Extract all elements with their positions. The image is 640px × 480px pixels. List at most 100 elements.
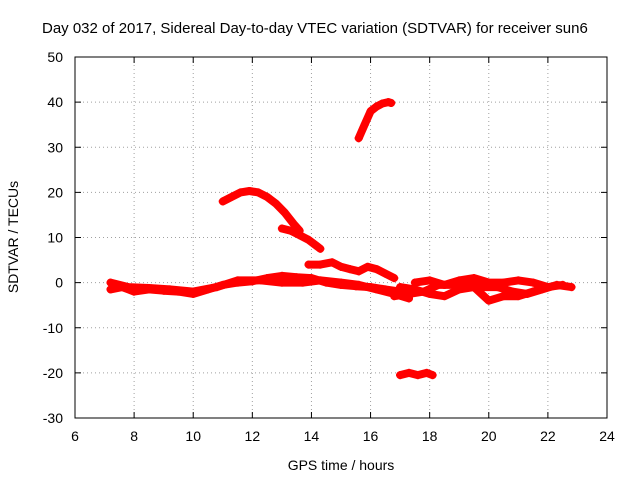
- y-tick-label: 0: [55, 275, 63, 291]
- y-tick-label: 50: [47, 49, 63, 65]
- data-point: [354, 280, 363, 289]
- data-point: [440, 292, 449, 301]
- data-point: [567, 283, 576, 292]
- x-tick-label: 20: [481, 428, 497, 444]
- data-point: [212, 283, 221, 292]
- y-tick-label: 20: [47, 184, 63, 200]
- data-point: [165, 285, 174, 294]
- data-point: [378, 99, 387, 108]
- data-point: [304, 235, 313, 244]
- data-point: [286, 226, 295, 235]
- data-point: [354, 267, 363, 276]
- data-point: [514, 276, 523, 285]
- data-point: [387, 99, 396, 108]
- x-tick-label: 10: [185, 428, 201, 444]
- data-point: [425, 276, 434, 285]
- data-point: [470, 274, 478, 283]
- grid-layer: [75, 57, 607, 418]
- data-point: [298, 278, 307, 287]
- data-point: [440, 280, 449, 289]
- data-point: [499, 292, 508, 301]
- data-point: [543, 283, 552, 292]
- y-tick-label: -30: [43, 410, 63, 426]
- y-tick-label: -10: [43, 320, 63, 336]
- data-point: [390, 274, 399, 283]
- y-tick-label: -20: [43, 365, 63, 381]
- data-point: [295, 231, 304, 240]
- data-point: [245, 187, 254, 196]
- x-tick-label: 16: [363, 428, 379, 444]
- data-point: [316, 260, 325, 269]
- data-point: [106, 278, 115, 287]
- data-point: [277, 224, 286, 233]
- x-tick-label: 24: [599, 428, 615, 444]
- y-tick-label: 40: [47, 94, 63, 110]
- chart-title: Day 032 of 2017, Sidereal Day-to-day VTE…: [42, 20, 588, 37]
- data-point: [218, 197, 227, 206]
- data-point: [280, 208, 289, 217]
- series-arc-peak: [218, 187, 304, 235]
- data-point: [263, 192, 272, 201]
- data-point: [514, 292, 523, 301]
- data-point: [337, 278, 345, 287]
- data-point: [410, 278, 419, 287]
- data-point: [144, 284, 153, 293]
- data-point: [422, 368, 431, 377]
- data-point: [396, 371, 405, 380]
- data-point: [233, 276, 242, 285]
- x-tick-label: 14: [304, 428, 320, 444]
- data-point: [529, 287, 538, 296]
- y-axis-label: SDTVAR / TECUs: [5, 181, 21, 293]
- data-point: [328, 258, 337, 267]
- data-point: [381, 269, 390, 278]
- data-point: [124, 283, 133, 292]
- data-point: [277, 271, 286, 280]
- data-point: [345, 265, 354, 274]
- data-point: [289, 219, 298, 228]
- data-point: [316, 244, 325, 253]
- data-point: [470, 283, 478, 292]
- data-point: [254, 188, 263, 197]
- data-point: [484, 296, 493, 305]
- y-tick-label: 30: [47, 139, 63, 155]
- data-point: [404, 368, 413, 377]
- data-point: [277, 278, 286, 287]
- data-point: [413, 371, 422, 380]
- y-tick-label: 10: [47, 230, 63, 246]
- data-point: [396, 283, 405, 292]
- x-axis-label: GPS time / hours: [288, 457, 395, 473]
- data-point: [425, 289, 434, 298]
- data-point: [455, 285, 464, 294]
- data-point: [499, 278, 508, 287]
- data-point: [484, 278, 493, 287]
- data-point: [558, 280, 567, 289]
- x-tick-label: 22: [540, 428, 556, 444]
- data-point: [410, 285, 419, 294]
- data-point: [236, 188, 245, 197]
- x-tick-label: 18: [422, 428, 438, 444]
- data-point: [428, 371, 437, 380]
- data-point: [189, 287, 198, 296]
- data-point: [271, 199, 280, 208]
- data-point: [257, 276, 266, 285]
- data-point: [372, 102, 381, 111]
- data-point: [390, 292, 399, 301]
- x-tick-label: 8: [130, 428, 138, 444]
- data-point: [227, 192, 236, 201]
- data-point: [366, 107, 375, 116]
- data-point: [354, 134, 363, 143]
- data-point: [455, 276, 464, 285]
- series-baseline-b: [106, 276, 413, 303]
- data-point: [337, 262, 345, 271]
- data-point: [372, 285, 381, 294]
- data-point: [363, 262, 372, 271]
- data-point: [360, 120, 369, 129]
- data-point: [372, 265, 381, 274]
- series-layer: [106, 98, 576, 380]
- data-point: [106, 285, 115, 294]
- series-arc-middle: [304, 258, 399, 283]
- data-point: [316, 276, 325, 285]
- data-point: [304, 260, 313, 269]
- x-tick-label: 6: [71, 428, 79, 444]
